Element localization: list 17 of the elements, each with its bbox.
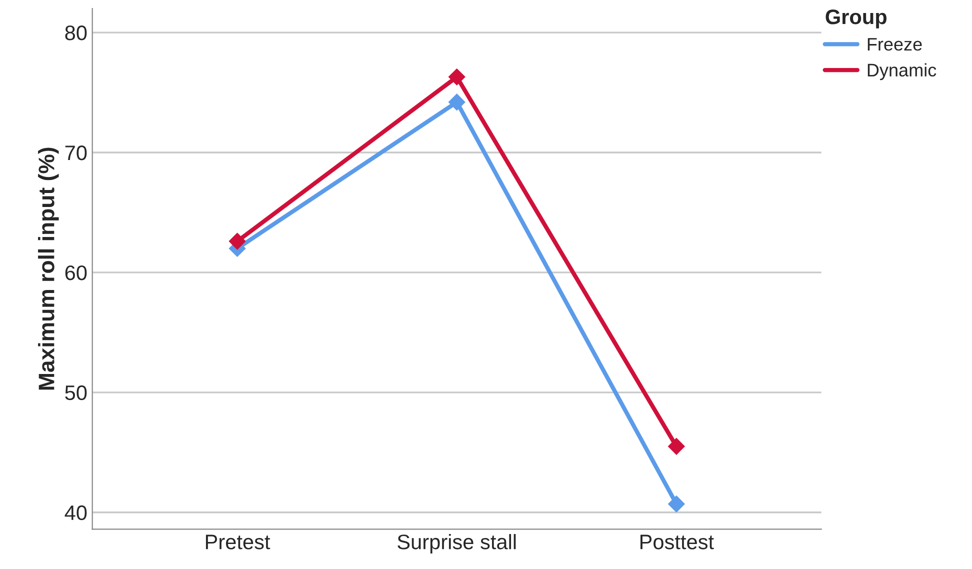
x-tick-label: Pretest xyxy=(206,534,270,550)
legend-label: Dynamic xyxy=(868,63,936,80)
point xyxy=(668,496,685,512)
y-axis-title: Maximum roll input (%) xyxy=(38,148,59,390)
point xyxy=(448,94,466,110)
point xyxy=(448,68,466,86)
y-tick-label: 40 xyxy=(64,505,87,520)
y-tick-label: 80 xyxy=(65,26,87,40)
point xyxy=(668,438,685,455)
x-tick-label: Posttest xyxy=(640,534,714,550)
y-tick-label: 70 xyxy=(65,145,87,160)
legend-label: Freeze xyxy=(868,38,922,51)
y-tick-label: 50 xyxy=(65,385,87,400)
legend-title: Group xyxy=(826,10,887,28)
point xyxy=(228,232,246,250)
y-tick-label: 60 xyxy=(65,265,87,280)
x-tick-label: Surprise stall xyxy=(398,534,516,554)
